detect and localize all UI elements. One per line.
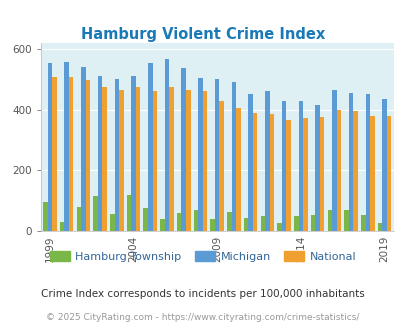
Bar — [131, 76, 135, 231]
Bar — [93, 196, 98, 231]
Bar — [214, 79, 219, 231]
Bar — [382, 99, 386, 231]
Bar — [219, 101, 224, 231]
Bar — [377, 223, 382, 231]
Bar — [348, 93, 352, 231]
Bar — [152, 90, 157, 231]
Bar — [185, 90, 190, 231]
Bar — [286, 120, 290, 231]
Bar — [231, 82, 236, 231]
Bar — [202, 91, 207, 231]
Bar — [336, 110, 340, 231]
Bar — [119, 90, 123, 231]
Bar — [169, 87, 173, 231]
Bar — [177, 213, 181, 231]
Bar — [43, 202, 47, 231]
Bar — [198, 79, 202, 231]
Bar — [243, 218, 248, 231]
Bar — [110, 214, 114, 231]
Bar — [227, 212, 231, 231]
Bar — [47, 63, 52, 231]
Bar — [210, 219, 214, 231]
Bar — [164, 59, 169, 231]
Bar — [277, 223, 281, 231]
Bar — [360, 215, 365, 231]
Text: © 2025 CityRating.com - https://www.cityrating.com/crime-statistics/: © 2025 CityRating.com - https://www.city… — [46, 313, 359, 322]
Bar — [331, 90, 336, 231]
Bar — [281, 101, 286, 231]
Bar — [193, 210, 198, 231]
Bar — [303, 118, 307, 231]
Bar — [81, 67, 85, 231]
Bar — [64, 62, 68, 231]
Bar — [148, 63, 152, 231]
Bar — [293, 216, 298, 231]
Bar — [160, 219, 164, 231]
Bar — [52, 77, 56, 231]
Bar — [236, 108, 240, 231]
Text: Crime Index corresponds to incidents per 100,000 inhabitants: Crime Index corresponds to incidents per… — [41, 289, 364, 299]
Bar — [76, 207, 81, 231]
Bar — [369, 116, 374, 231]
Text: Hamburg Violent Crime Index: Hamburg Violent Crime Index — [81, 27, 324, 42]
Bar — [60, 222, 64, 231]
Bar — [310, 215, 315, 231]
Bar — [260, 216, 264, 231]
Bar — [319, 117, 324, 231]
Bar — [264, 91, 269, 231]
Bar — [98, 76, 102, 231]
Bar — [327, 210, 331, 231]
Bar — [143, 208, 148, 231]
Bar — [181, 68, 185, 231]
Bar — [386, 116, 390, 231]
Bar — [343, 210, 348, 231]
Legend: Hamburg Township, Michigan, National: Hamburg Township, Michigan, National — [45, 247, 360, 267]
Bar — [126, 195, 131, 231]
Bar — [315, 105, 319, 231]
Bar — [85, 80, 90, 231]
Bar — [248, 94, 252, 231]
Bar — [102, 87, 107, 231]
Bar — [135, 87, 140, 231]
Bar — [68, 77, 73, 231]
Bar — [298, 101, 303, 231]
Bar — [352, 111, 357, 231]
Bar — [365, 94, 369, 231]
Bar — [114, 79, 119, 231]
Bar — [252, 113, 257, 231]
Bar — [269, 114, 273, 231]
